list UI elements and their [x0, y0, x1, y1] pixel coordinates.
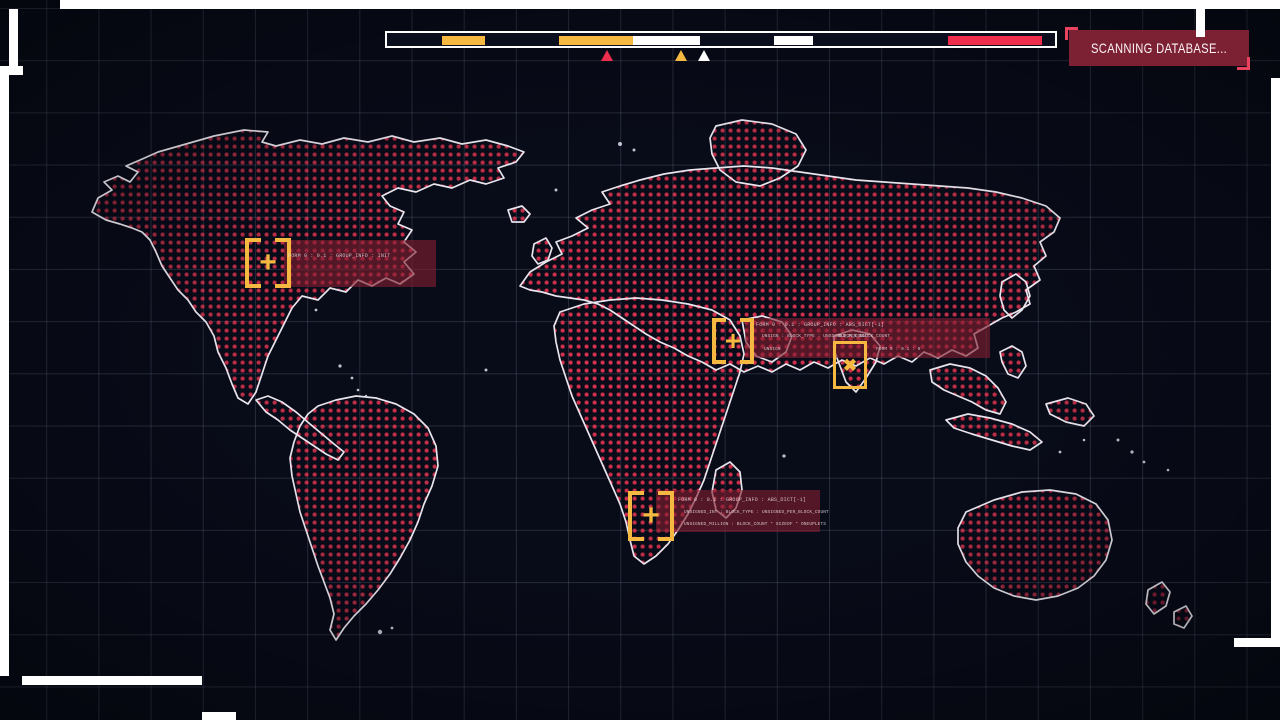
segment-amber-2	[559, 36, 633, 45]
frame-right-bar	[1271, 78, 1280, 638]
segment-white-1	[632, 36, 700, 45]
highlight-band-southern-africa	[656, 490, 820, 532]
badge-corner-bottom-right	[1237, 57, 1250, 70]
frame-corner-top-left	[9, 9, 18, 67]
frame-right-lower-bar	[1234, 638, 1280, 647]
map-marker-south-asia[interactable]: ✖	[833, 341, 867, 389]
highlight-band-north-america	[284, 240, 436, 287]
status-badge-label: SCANNING DATABASE...	[1090, 40, 1228, 56]
bracket-right	[275, 238, 291, 288]
bracket-left	[712, 318, 727, 364]
frame-corner-top-right	[1196, 9, 1205, 37]
frame-left-top-stub	[9, 66, 23, 75]
scan-progress-ticks	[385, 50, 1057, 64]
frame-top-right-bar	[1196, 0, 1280, 9]
frame-bottom-stub	[202, 712, 236, 720]
marker-glyph-plus: +	[642, 499, 660, 532]
map-marker-middle-east[interactable]: +	[712, 318, 754, 364]
map-marker-southern-africa[interactable]: +	[628, 491, 674, 541]
map-marker-north-america[interactable]: +	[245, 238, 291, 288]
annotation-south-asia-line2: FORM 0 : 0.1 : 0	[876, 347, 921, 352]
status-badge: SCANNING DATABASE...	[1069, 30, 1249, 66]
marker-glyph-plus: +	[724, 325, 742, 356]
highlight-band-middle-east	[745, 318, 990, 358]
tick-amber	[674, 50, 687, 61]
annotation-south-asia-line1: BLOCK_COUNT	[838, 334, 869, 339]
frame-top-bar	[60, 0, 1220, 9]
tick-red	[600, 50, 613, 61]
bracket-left	[245, 238, 261, 288]
marker-glyph-plus: +	[259, 246, 277, 279]
scan-progress-bar[interactable]	[385, 31, 1057, 48]
annotation-africa-line1: FORM 0 : 0.1 : GROUP_INFO : ABS_DICT[-1]	[678, 497, 807, 503]
bracket-left	[628, 491, 644, 541]
segment-amber-1	[441, 36, 486, 45]
bracket-right	[658, 491, 674, 541]
annotation-africa-line2: UNSIGNED_INT : BLOCK_TYPE : UNSIGNED_PER…	[684, 510, 829, 515]
segment-red-1	[948, 36, 1042, 45]
annotation-africa-line3: UNSIGNED_MILLION : BLOCK_COUNT * SIZEOF …	[684, 522, 827, 527]
bracket-right	[739, 318, 754, 364]
annotation-middle-east-line2: UNSIGN : BLOCK_TYPE : UNSIGNED_PER_BLOCK…	[762, 334, 891, 339]
annotation-middle-east-line1: FORM 0 : 0.1 : GROUP_INFO : ABS_DICT[-1]	[756, 322, 885, 328]
frame-left-bar	[0, 66, 9, 676]
annotation-north-america-line1: FORM 0 : 0.1 : GROUP_INFO : INIT	[288, 253, 391, 259]
badge-corner-top-left	[1065, 27, 1078, 40]
annotation-middle-east-line3: UNSIGN	[764, 347, 781, 352]
segment-white-2	[774, 36, 814, 45]
frame-bottom-bar	[22, 676, 202, 685]
tick-white	[698, 50, 711, 61]
marker-glyph-cross: ✖	[842, 355, 858, 375]
